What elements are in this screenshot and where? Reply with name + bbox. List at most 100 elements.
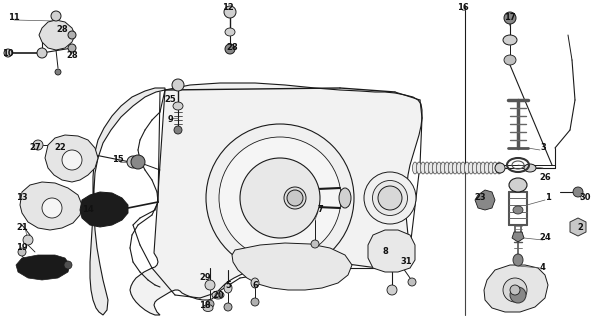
Ellipse shape [284,187,306,209]
Ellipse shape [481,162,485,174]
Circle shape [23,235,33,245]
Ellipse shape [488,162,493,174]
Ellipse shape [219,137,341,259]
Ellipse shape [339,188,351,208]
Ellipse shape [424,162,430,174]
Circle shape [18,248,26,256]
Polygon shape [90,88,165,315]
Ellipse shape [413,162,418,174]
Circle shape [68,44,76,52]
Ellipse shape [225,28,235,36]
Circle shape [42,198,62,218]
Polygon shape [16,255,70,280]
Ellipse shape [364,172,416,224]
Circle shape [510,287,526,303]
Text: 3: 3 [540,143,546,153]
Text: 19: 19 [16,244,28,252]
Ellipse shape [453,162,458,174]
Circle shape [174,126,182,134]
Ellipse shape [456,162,462,174]
Text: 31: 31 [400,258,412,267]
Ellipse shape [496,162,502,174]
Circle shape [62,150,82,170]
Text: 28: 28 [66,51,78,60]
Text: 15: 15 [112,156,124,164]
Text: 10: 10 [2,49,14,58]
Text: 22: 22 [54,143,66,153]
Circle shape [33,140,43,150]
Ellipse shape [224,283,232,293]
Ellipse shape [373,180,407,215]
Text: 5: 5 [225,281,231,290]
Ellipse shape [433,162,438,174]
Text: 20: 20 [212,291,224,300]
Ellipse shape [416,162,422,174]
Circle shape [37,48,47,58]
Ellipse shape [203,305,213,311]
Circle shape [172,79,184,91]
Text: 25: 25 [164,95,176,105]
Polygon shape [232,243,352,290]
Ellipse shape [493,162,498,174]
Circle shape [224,6,236,18]
Text: 30: 30 [579,194,591,203]
Circle shape [127,156,139,168]
Ellipse shape [473,162,478,174]
Text: 8: 8 [382,247,388,257]
Text: 23: 23 [474,194,486,203]
Polygon shape [20,182,82,230]
Polygon shape [484,265,548,312]
Text: 28: 28 [226,44,238,52]
Circle shape [251,298,259,306]
Ellipse shape [461,162,465,174]
Polygon shape [570,218,586,236]
Circle shape [55,69,61,75]
Circle shape [68,31,76,39]
Ellipse shape [444,162,450,174]
Text: 18: 18 [199,300,211,309]
Ellipse shape [476,162,482,174]
Ellipse shape [504,55,516,65]
Ellipse shape [421,162,425,174]
Circle shape [503,278,527,302]
Text: 24: 24 [539,234,551,243]
Text: 26: 26 [539,173,551,182]
Text: 12: 12 [222,4,234,12]
Circle shape [408,278,416,286]
Circle shape [205,280,215,290]
Circle shape [573,187,583,197]
Circle shape [387,285,397,295]
Text: 6: 6 [252,281,258,290]
Circle shape [510,285,520,295]
Circle shape [495,163,505,173]
Text: 4: 4 [540,263,546,273]
Circle shape [224,303,232,311]
Text: 7: 7 [317,205,323,214]
Text: 11: 11 [8,13,20,22]
Ellipse shape [503,35,517,45]
Circle shape [206,300,214,308]
Text: 16: 16 [457,4,469,12]
Polygon shape [39,20,75,50]
Ellipse shape [173,102,183,110]
Circle shape [240,158,320,238]
Text: 2: 2 [577,223,583,233]
Circle shape [311,240,319,248]
Text: 13: 13 [16,194,28,203]
Circle shape [4,49,12,57]
Text: 1: 1 [545,194,551,203]
Ellipse shape [436,162,442,174]
Circle shape [131,155,145,169]
Ellipse shape [509,178,527,192]
Ellipse shape [212,291,224,299]
Text: 21: 21 [16,223,28,233]
Text: 9: 9 [167,116,173,124]
Ellipse shape [468,162,473,174]
Ellipse shape [465,162,470,174]
Circle shape [51,11,61,21]
Ellipse shape [251,278,259,288]
Text: 14: 14 [82,205,94,214]
Polygon shape [80,192,128,227]
Circle shape [287,190,303,206]
Ellipse shape [513,254,523,266]
